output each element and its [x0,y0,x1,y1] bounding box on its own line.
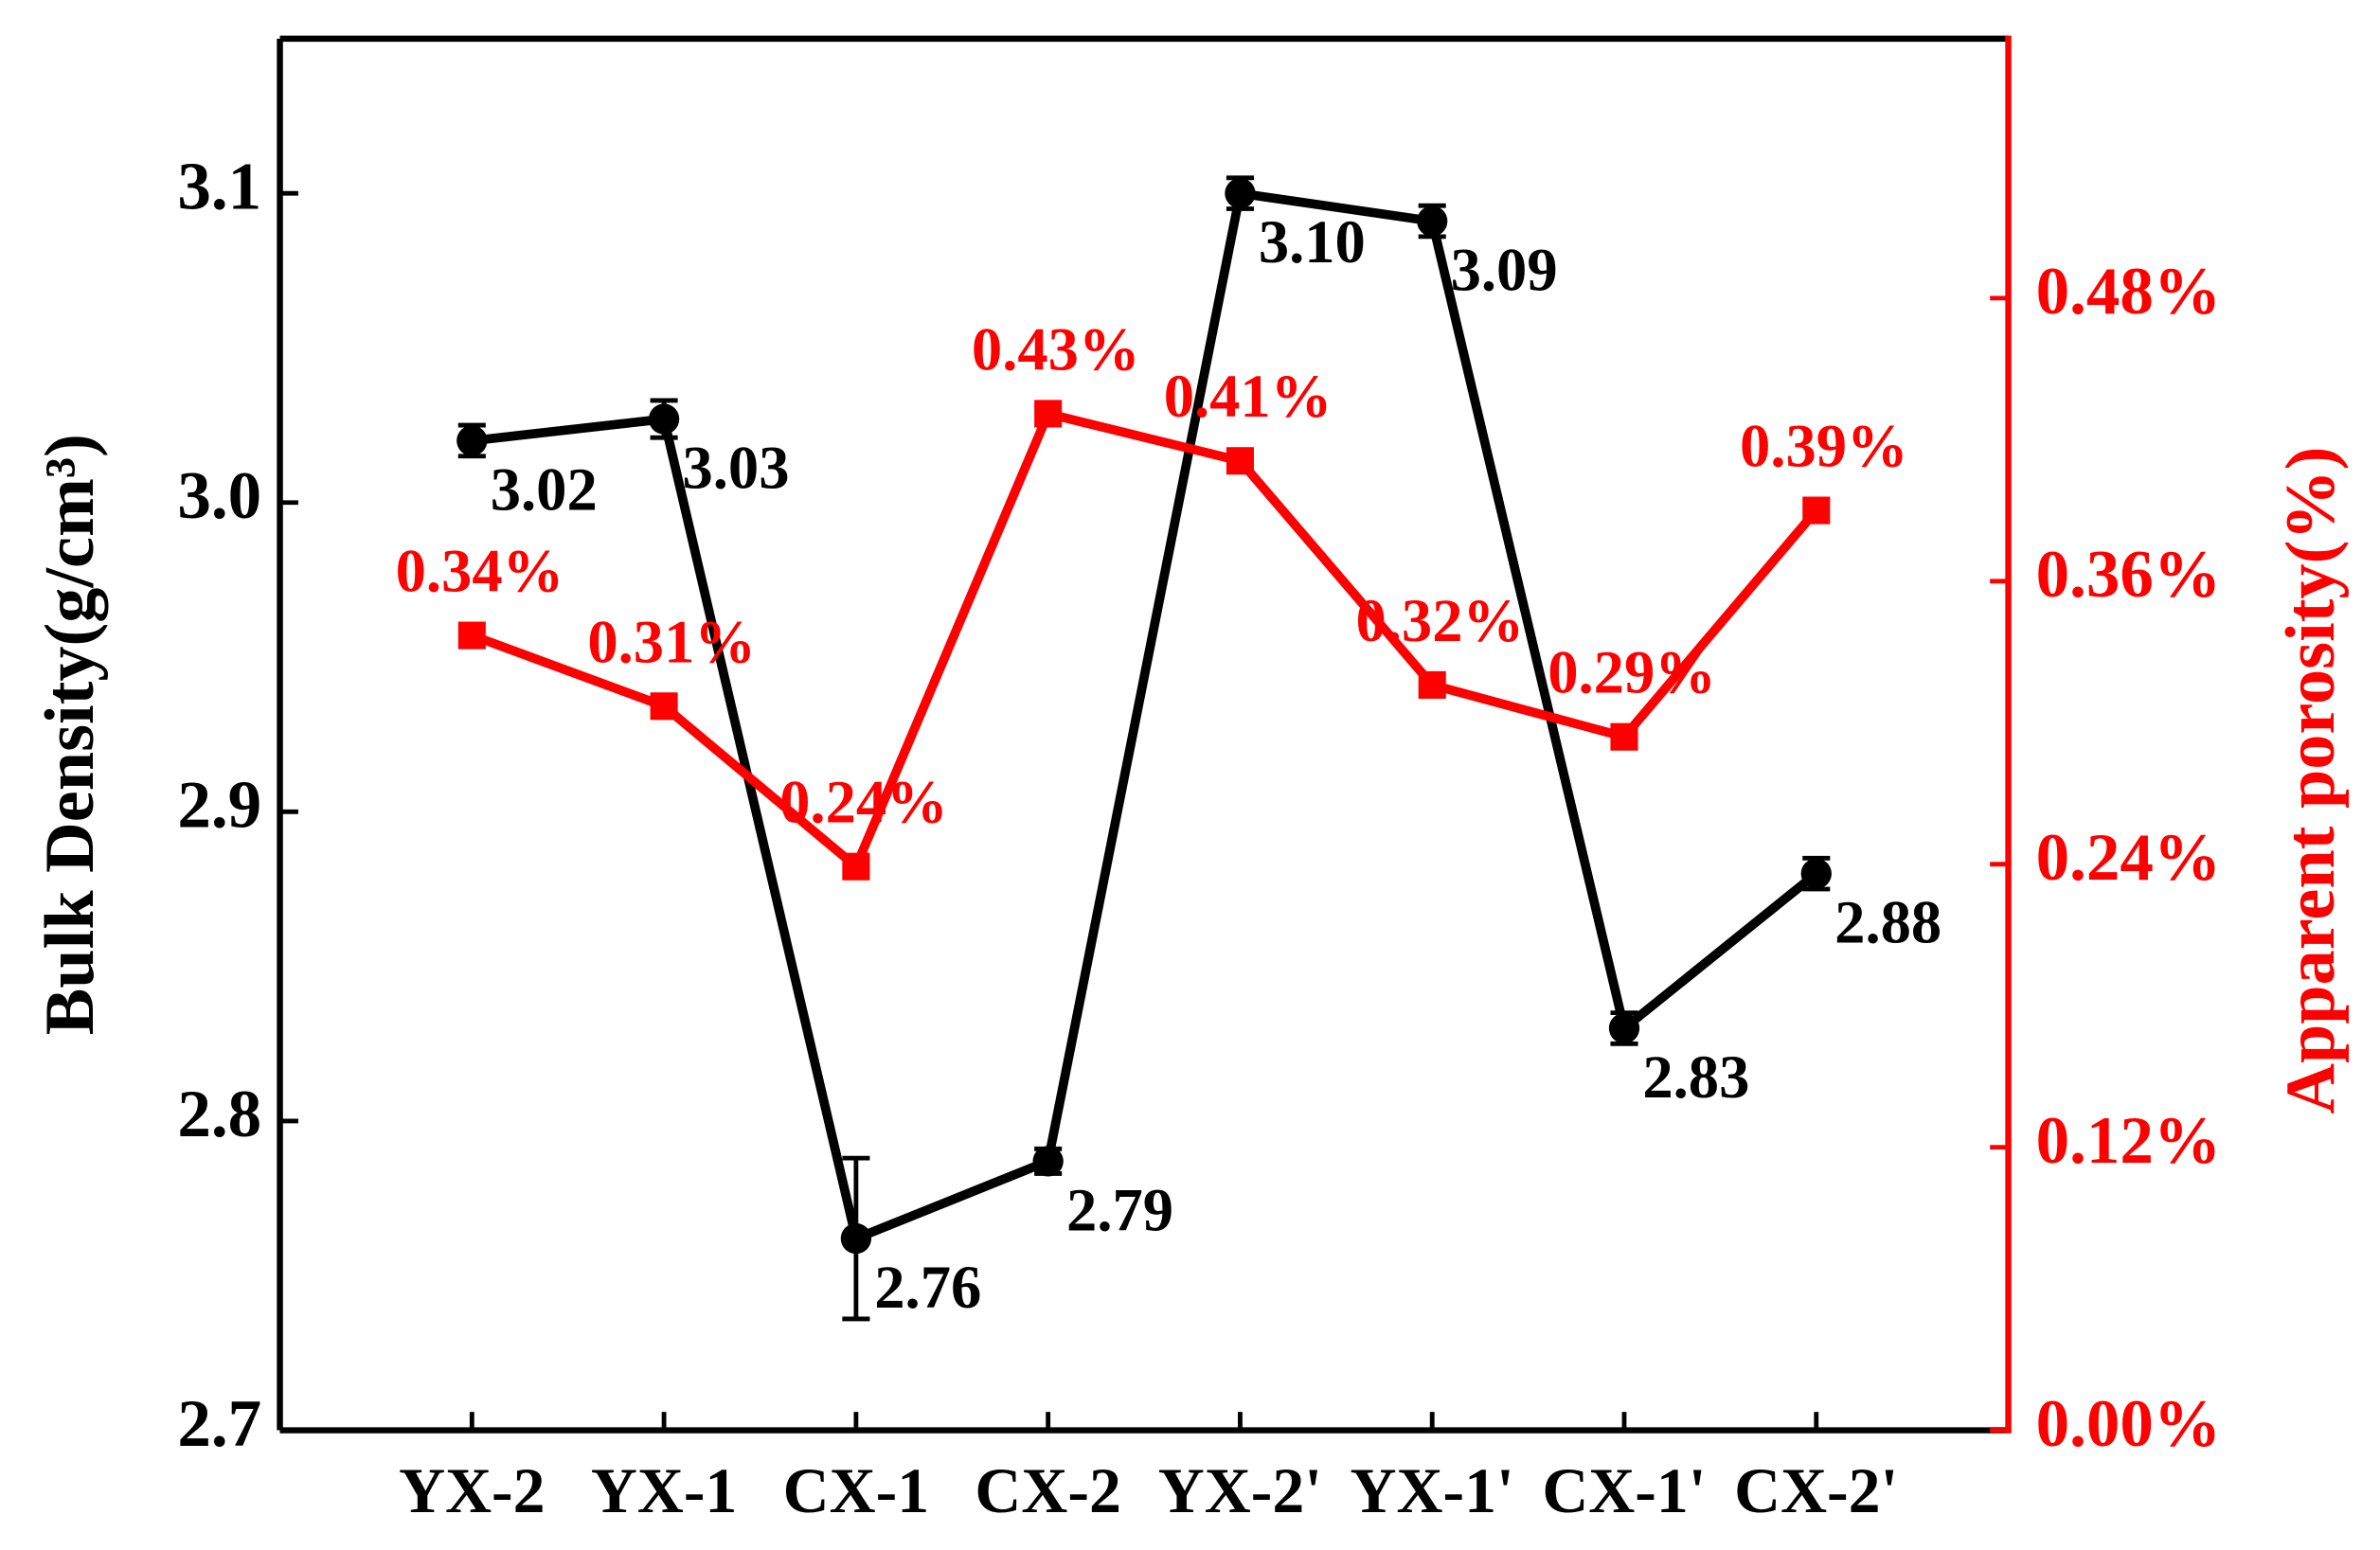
data-label: 0.43% [972,314,1140,383]
point [1034,400,1063,428]
x-tick-label: CX-2 [975,1455,1120,1526]
point [1608,1012,1640,1044]
data-label: 0.39% [1740,412,1908,480]
x-tick-label: YX-2' [1158,1455,1322,1526]
y-tick-label: 3.1 [177,150,261,223]
y2-tick-label: 0.12% [2036,1104,2221,1178]
y-tick-label: 2.7 [177,1387,261,1461]
x-tick-label: YX-1 [591,1455,737,1526]
y2-tick-label: 0.24% [2036,821,2221,895]
data-label: 0.29% [1548,638,1716,706]
x-tick-label: CX-1' [1542,1455,1706,1526]
data-label: 0.24% [779,768,948,836]
y-axis-title: Bulk Density(g/cm³) [31,434,109,1035]
data-label: 0.41% [1164,362,1333,430]
data-label: 3.03 [682,434,789,502]
y2-tick-label: 0.48% [2036,255,2221,329]
data-label: 2.88 [1834,888,1942,956]
data-label: 2.76 [874,1253,981,1321]
x-tick-label: CX-2' [1734,1455,1898,1526]
data-label: 0.31% [587,607,756,675]
point [840,1222,872,1255]
data-label: 3.02 [491,454,598,523]
point [1800,858,1832,889]
data-label: 2.79 [1066,1175,1173,1243]
x-tick-label: YX-1' [1351,1455,1514,1526]
y2-tick-label: 0.00% [2036,1387,2221,1461]
point [842,852,870,881]
x-tick-label: YX-2 [399,1455,545,1526]
point [1802,496,1831,525]
y-tick-label: 2.9 [177,769,261,843]
point [1417,205,1448,237]
y-tick-label: 3.0 [177,459,261,533]
point [456,425,488,456]
series-line [471,187,1819,1245]
data-label: 0.32% [1355,586,1524,654]
point [1418,670,1446,699]
data-label: 3.09 [1451,236,1558,304]
point [650,692,678,721]
y2-tick-label: 0.36% [2036,538,2221,612]
y2-axis-title: Apparent porosity(%) [2272,447,2350,1114]
point [457,621,486,650]
point [648,403,680,435]
point [1032,1146,1064,1177]
data-label: 3.10 [1259,207,1366,276]
x-tick-label: CX-1 [783,1455,929,1526]
data-label: 0.34% [396,537,564,605]
data-label: 2.83 [1642,1042,1749,1111]
point [1225,178,1256,209]
point [1610,722,1638,751]
series-line [470,408,1820,875]
y-tick-label: 2.8 [177,1078,261,1151]
point [1226,447,1254,475]
